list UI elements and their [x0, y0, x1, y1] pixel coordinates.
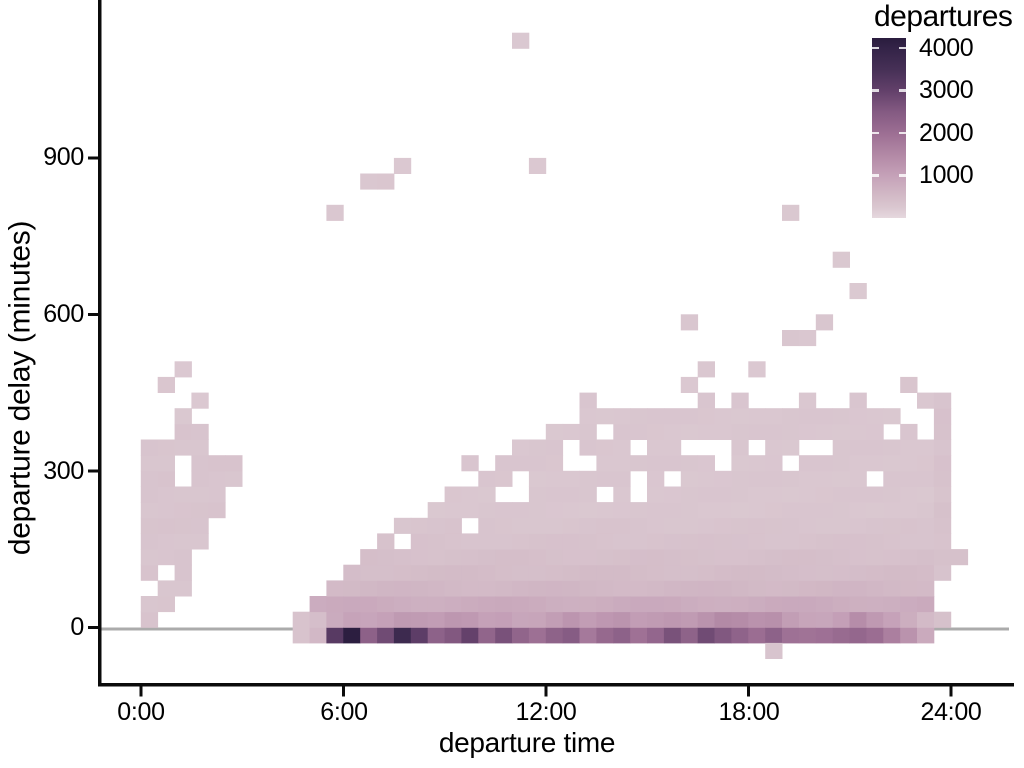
x-axis-title: departure time	[438, 727, 616, 758]
heatmap-tiles	[140, 32, 969, 659]
legend-tick-label-2000: 2000	[919, 119, 974, 147]
y-tick-label-900: 900	[43, 143, 84, 171]
x-tick-label-1800: 18:00	[718, 698, 780, 726]
legend-tickmark-2000	[899, 131, 906, 135]
legend-tickmark-3000	[872, 89, 879, 92]
legend-tickmark-1000	[872, 174, 879, 177]
legend-tickmark-4000	[872, 46, 879, 50]
legend-tick-label-4000: 4000	[919, 34, 974, 62]
x-tick-label-2400: 24:00	[920, 698, 982, 726]
legend-tickmark-3000	[899, 89, 906, 92]
y-axis-title: departure delay (minutes)	[3, 220, 37, 556]
y-tick-label-600: 600	[43, 300, 84, 328]
y-tick-label-0: 0	[70, 613, 84, 641]
legend-colorbar	[872, 38, 906, 218]
x-tick-label-1200: 12:00	[515, 698, 577, 726]
x-tick-label-0000: 0:00	[117, 698, 165, 726]
y-tick-label-300: 300	[43, 457, 84, 485]
legend-tickmark-1000	[899, 174, 906, 177]
legend-tick-label-3000: 3000	[919, 76, 974, 104]
legend-tickmark-2000	[872, 131, 879, 135]
legend-tick-label-1000: 1000	[919, 161, 974, 189]
legend-title: departures	[874, 0, 1013, 33]
legend-tickmark-4000	[899, 46, 906, 50]
x-tick-label-0600: 6:00	[320, 698, 368, 726]
axes-and-ticks	[88, 0, 1014, 697]
